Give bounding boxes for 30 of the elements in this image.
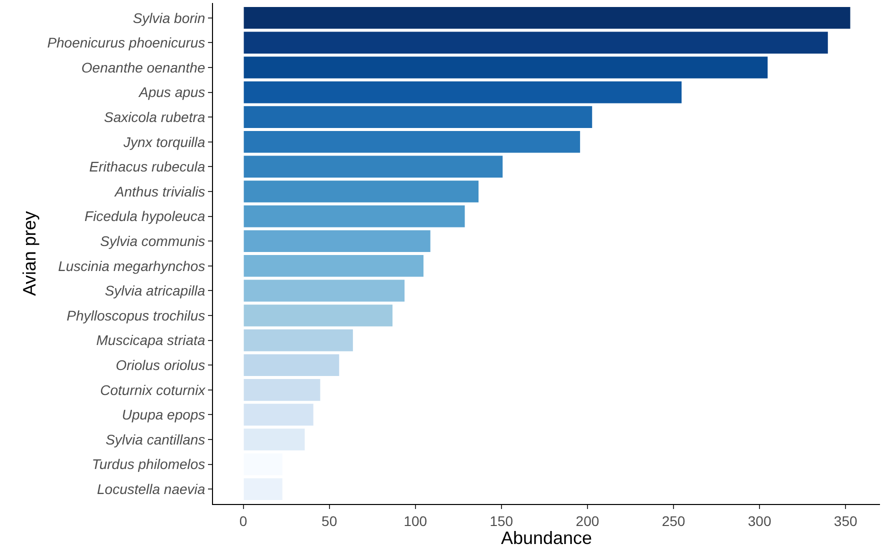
x-tick-label: 300	[748, 512, 772, 529]
y-axis-title: Avian prey	[19, 211, 40, 296]
y-tick-label: Luscinia megarhynchos	[58, 258, 206, 274]
x-tick-label: 200	[576, 512, 600, 529]
y-tick-label: Sylvia cantillans	[106, 431, 206, 448]
y-tick-label: Anthus trivialis	[114, 183, 206, 200]
y-tick-label: Ficedula hypoleuca	[84, 208, 206, 224]
y-tick-label: Sylvia atricapilla	[104, 282, 206, 299]
x-tick-label: 350	[834, 512, 858, 529]
x-axis-title: Abundance	[500, 528, 592, 548]
x-tick-label: 150	[490, 512, 514, 529]
y-tick-label: Oriolus oriolus	[116, 357, 206, 374]
x-tick-label: 250	[662, 512, 686, 529]
y-tick-label: Coturnix coturnix	[100, 382, 206, 398]
y-tick-label: Locustella naevia	[97, 481, 206, 498]
y-tick-label: Phoenicurus phoenicurus	[47, 34, 206, 51]
y-tick-label: Jynx torquilla	[122, 134, 206, 150]
y-tick-label: Phylloscopus trochilus	[66, 307, 206, 324]
y-tick-label: Saxicola rubetra	[104, 108, 206, 125]
y-tick-label: Upupa epops	[122, 406, 206, 423]
y-tick-label: Oenanthe oenanthe	[81, 59, 206, 76]
y-tick-label: Erithacus rubecula	[89, 158, 206, 175]
y-tick-label: Apus apus	[138, 84, 206, 100]
y-tick-label: Sylvia communis	[100, 233, 206, 249]
y-tick-label: Turdus philomelos	[92, 456, 206, 472]
x-tick-label: 50	[322, 512, 338, 529]
y-tick-label: Sylvia borin	[132, 10, 206, 26]
y-tick-label: Muscicapa striata	[96, 332, 206, 348]
x-tick-label: 100	[404, 512, 428, 529]
x-tick-label: 0	[239, 512, 248, 529]
